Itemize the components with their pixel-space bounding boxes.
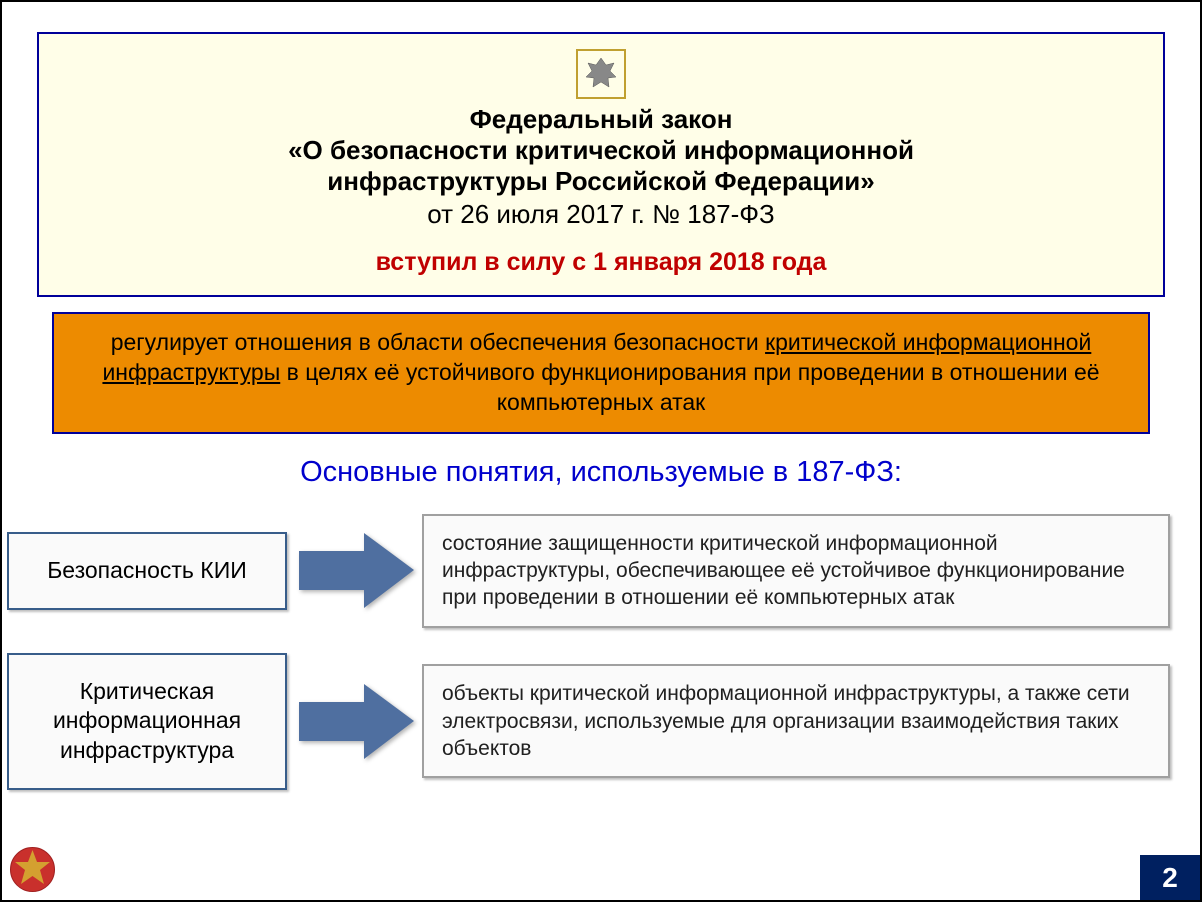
arrow-container	[287, 533, 422, 608]
page-number: 2	[1140, 855, 1200, 900]
agency-emblem-icon	[5, 842, 60, 897]
arrow-right-icon	[299, 533, 414, 608]
concept-label-text: Безопасность КИИ	[47, 556, 247, 586]
law-title-line1: Федеральный закон	[79, 104, 1123, 135]
law-title-line4: от 26 июля 2017 г. № 187-ФЗ	[79, 199, 1123, 230]
regulates-prefix: регулирует отношения в области обеспечен…	[111, 329, 765, 355]
concept-label-text: Критическая информационная инфраструктур…	[19, 677, 275, 767]
concept-definition: объекты критической информационной инфра…	[422, 664, 1170, 778]
arrow-right-icon	[299, 684, 414, 759]
regulates-suffix: в целях её устойчивого функционирования …	[280, 359, 1099, 415]
concept-row: Безопасность КИИ состояние защищенности …	[7, 514, 1170, 628]
law-title-line2: «О безопасности критической информационн…	[79, 135, 1123, 166]
concept-row: Критическая информационная инфраструктур…	[7, 653, 1170, 791]
concept-definition: состояние защищенности критической инфор…	[422, 514, 1170, 628]
concept-label: Критическая информационная инфраструктур…	[7, 653, 287, 791]
title-box: Федеральный закон «О безопасности критич…	[37, 32, 1165, 297]
law-title-line3: инфраструктуры Российской Федерации»	[79, 166, 1123, 197]
coat-of-arms-icon	[576, 49, 626, 99]
regulates-box: регулирует отношения в области обеспечен…	[52, 312, 1150, 434]
arrow-container	[287, 684, 422, 759]
section-title: Основные понятия, используемые в 187-ФЗ:	[2, 456, 1200, 489]
concept-label: Безопасность КИИ	[7, 532, 287, 610]
effective-date: вступил в силу с 1 января 2018 года	[79, 248, 1123, 277]
